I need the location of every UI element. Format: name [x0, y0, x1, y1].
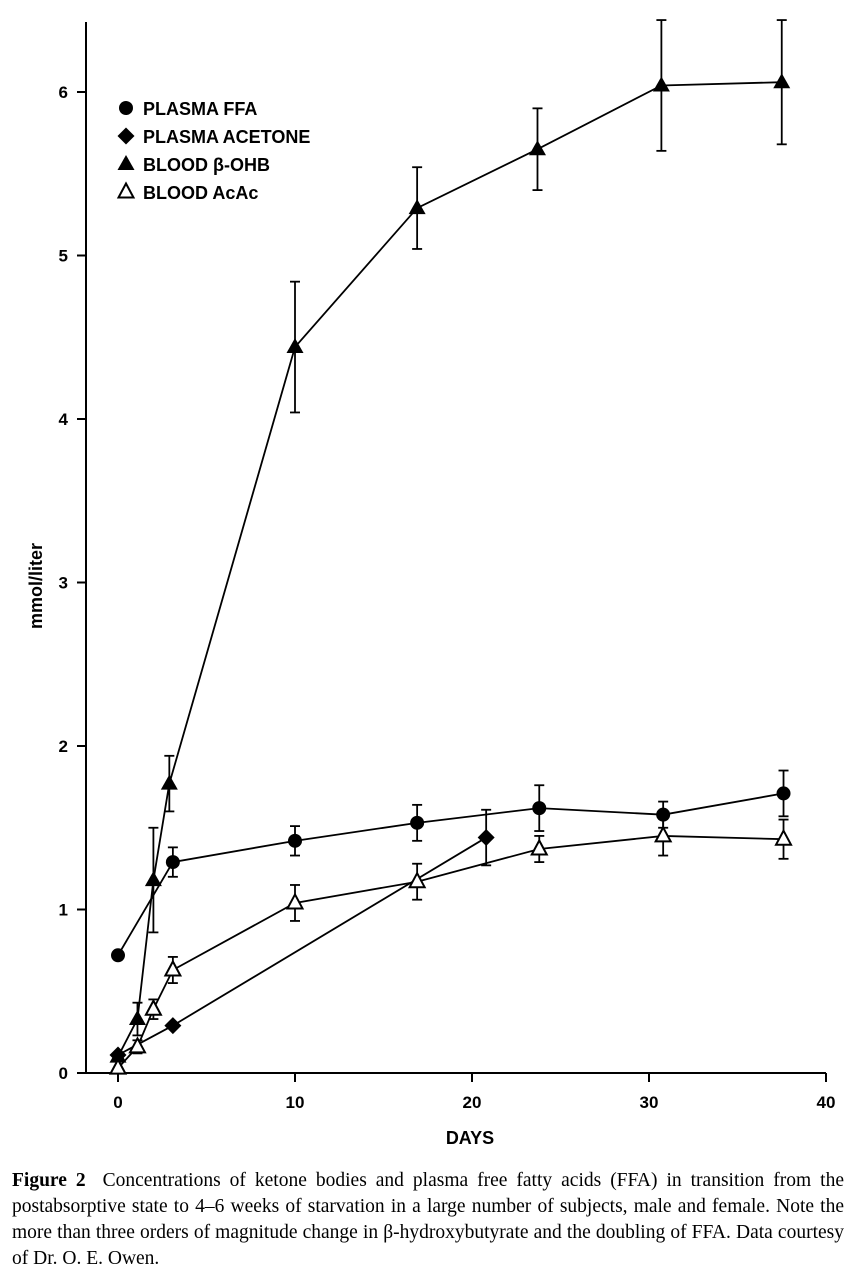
x-tick-label: 40 — [817, 1093, 836, 1112]
legend: PLASMA FFA PLASMA ACETONE BLOOD β-OHB BLOOD… — [116, 99, 310, 203]
chart: 0 10 20 30 40 0 1 2 3 4 5 6 PLASMA FFA PLASMA ACETON… — [26, 19, 836, 1148]
data-point — [285, 892, 305, 910]
data-point — [164, 1017, 182, 1035]
data-point — [408, 199, 426, 215]
figure-caption: Figure 2 Concentrations of ketone bodies… — [12, 1168, 844, 1272]
data-point — [773, 73, 791, 89]
y-tick-label: 2 — [59, 737, 68, 756]
data-point — [111, 948, 125, 963]
x-tick-label: 10 — [286, 1093, 305, 1112]
legend-marker — [116, 181, 136, 199]
data-point — [774, 828, 793, 846]
caption-text: Concentrations of ketone bodies and plas… — [12, 1170, 845, 1269]
data-point — [656, 807, 671, 822]
data-point — [144, 998, 163, 1016]
y-tick-label: 5 — [59, 247, 68, 266]
y-tick-label: 4 — [59, 410, 69, 429]
legend-label: BLOOD AcAc — [143, 183, 258, 203]
data-point — [653, 825, 673, 843]
legend-label: PLASMA FFA — [143, 99, 257, 119]
data-point — [410, 815, 425, 830]
data-point — [776, 786, 791, 801]
data-point — [109, 1047, 127, 1063]
data-point — [528, 140, 546, 156]
x-tick-label: 30 — [640, 1093, 659, 1112]
axes — [85, 22, 826, 1074]
x-tick-label: 20 — [463, 1093, 482, 1112]
data-point — [160, 774, 178, 790]
y-tick-label: 1 — [59, 901, 68, 920]
data-point — [407, 871, 427, 889]
data-point — [163, 959, 183, 977]
legend-label: PLASMA ACETONE — [143, 127, 310, 147]
data-point — [108, 1057, 128, 1075]
legend-label: BLOOD β-OHB — [143, 155, 270, 175]
data-point — [128, 1010, 146, 1026]
figure-label: Figure 2 — [12, 1170, 86, 1191]
data-point — [286, 338, 304, 354]
data-point — [532, 801, 547, 816]
y-tick-label: 0 — [59, 1064, 68, 1083]
y-axis-title: mmol/liter — [26, 543, 46, 629]
data-point — [652, 76, 670, 92]
data-point — [288, 833, 302, 848]
data-point — [128, 1036, 147, 1054]
data-point — [477, 829, 495, 847]
ticks: 0 10 20 30 40 0 1 2 3 4 5 6 — [59, 83, 836, 1112]
y-tick-label: 3 — [59, 574, 68, 593]
series-line-3 — [117, 835, 784, 1069]
error-bars — [132, 19, 789, 1055]
series-lines — [117, 81, 784, 1069]
data-point — [144, 871, 162, 887]
legend-marker — [117, 127, 135, 145]
x-tick-label: 0 — [113, 1093, 122, 1112]
y-tick-label: 6 — [59, 83, 68, 102]
data-point — [530, 838, 549, 856]
markers — [108, 73, 793, 1075]
series-line-0 — [117, 792, 784, 956]
series-line-2 — [117, 81, 782, 1058]
legend-marker — [117, 155, 135, 170]
legend-marker — [119, 101, 133, 115]
data-point — [165, 855, 180, 870]
x-axis-title: DAYS — [446, 1128, 494, 1148]
